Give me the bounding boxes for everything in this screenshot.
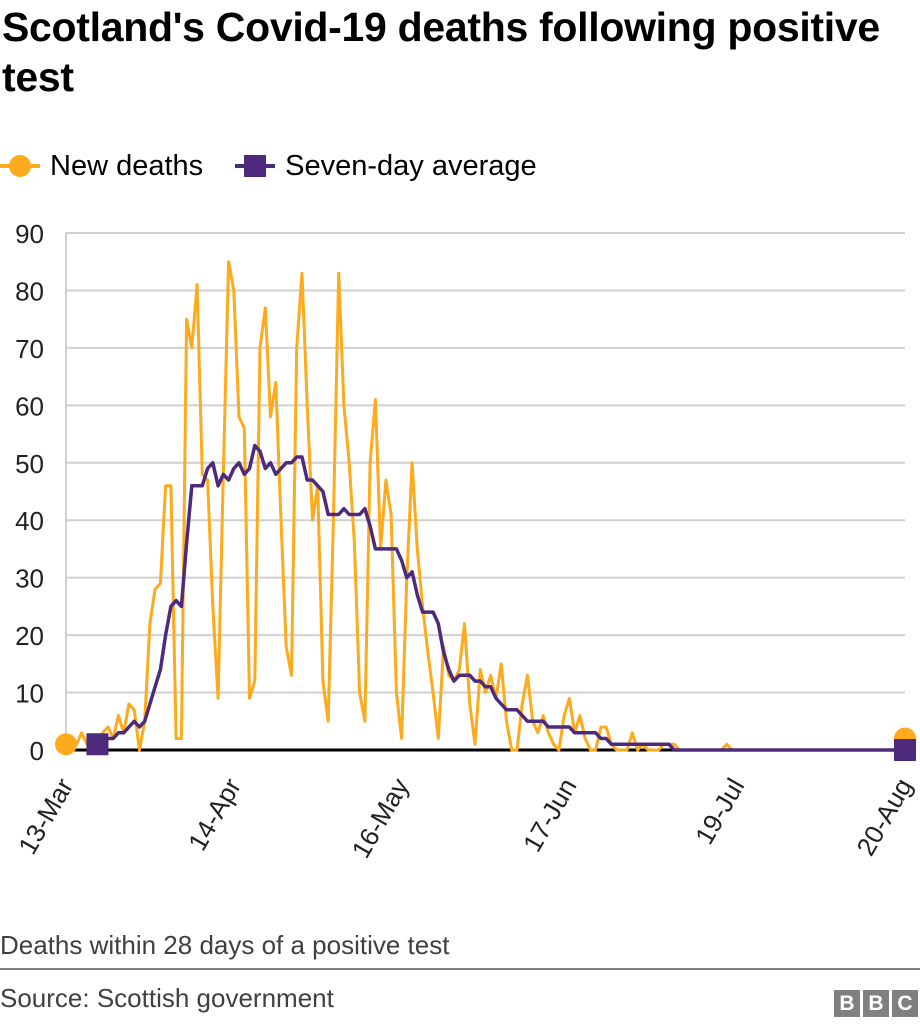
new-deaths-line	[64, 260, 907, 752]
legend-label-new-deaths: New deaths	[50, 149, 204, 182]
legend: New deaths Seven-day average	[0, 146, 569, 186]
x-tick-label: 17-Jun	[517, 773, 583, 857]
bbc-logo-letter: B	[834, 990, 860, 1017]
y-tick-label: 70	[15, 334, 44, 364]
square-marker-icon	[235, 155, 276, 177]
x-tick-label: 13-Mar	[12, 773, 79, 860]
legend-item-seven-day-average: Seven-day average	[235, 150, 537, 183]
x-tick-label: 16-May	[345, 773, 414, 863]
x-tick-label: 20-Aug	[850, 773, 918, 861]
average-end-marker	[894, 739, 916, 761]
y-tick-label: 10	[15, 679, 44, 709]
y-tick-label: 0	[30, 736, 44, 766]
bbc-logo: B B C	[831, 990, 918, 1017]
new-deaths-start-marker	[55, 733, 77, 756]
line-chart: 0 10 20 30 40 50 60 70 80 90 13-Mar 14-Apr 16-May 17-…	[12, 219, 918, 863]
legend-label-seven-day-average: Seven-day average	[285, 149, 537, 182]
chart-title: Scotland's Covid-19 deaths following pos…	[2, 4, 880, 100]
y-tick-label: 20	[15, 621, 44, 651]
y-tick-label: 30	[15, 564, 44, 594]
x-tick-label: 14-Apr	[182, 773, 247, 856]
y-tick-label: 60	[15, 391, 44, 421]
footer-divider	[0, 968, 920, 970]
bbc-logo-letter: B	[863, 990, 889, 1017]
circle-marker-icon	[0, 155, 40, 177]
y-tick-label: 80	[15, 276, 44, 306]
chart-subtitle: Deaths within 28 days of a positive test	[0, 930, 450, 960]
average-start-marker	[86, 733, 109, 756]
y-tick-label: 40	[15, 506, 44, 536]
source-note: Source: Scottish government	[0, 983, 334, 1013]
y-tick-label: 90	[15, 219, 44, 249]
bbc-logo-letter: C	[892, 990, 918, 1017]
legend-item-new-deaths: New deaths	[0, 150, 203, 183]
y-tick-label: 50	[15, 449, 44, 479]
seven-day-average-line	[97, 443, 905, 752]
x-tick-label: 19-Jul	[689, 773, 750, 849]
